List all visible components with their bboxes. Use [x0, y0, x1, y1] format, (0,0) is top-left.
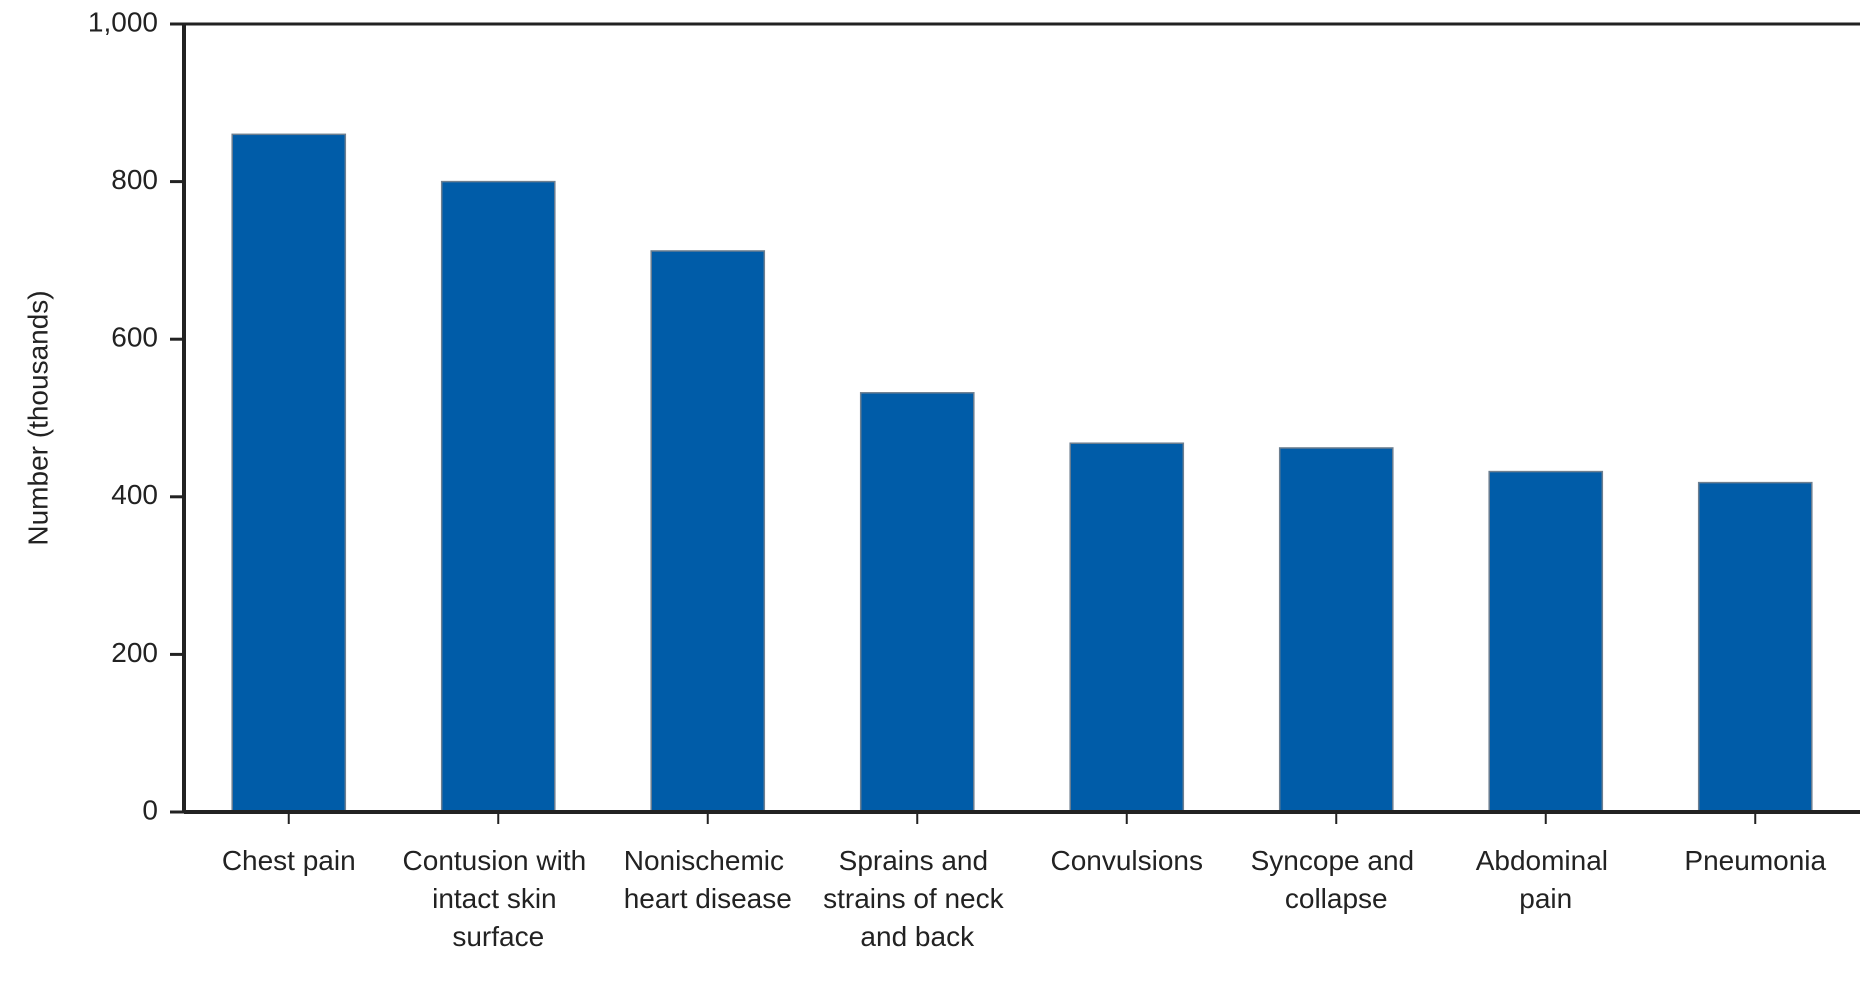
y-tick-label: 200: [111, 637, 158, 668]
bar: [859, 392, 975, 813]
x-tick-label: Nonischemic heart disease: [624, 845, 792, 914]
bar: [1278, 447, 1394, 813]
y-tick-label: 1,000: [88, 6, 158, 37]
bar: [440, 180, 556, 813]
x-tick-label: Sprains and strains of neck and back: [823, 845, 1011, 952]
x-tick-label: Abdominal pain: [1476, 845, 1616, 914]
x-tick-label: Syncope and collapse: [1251, 845, 1422, 914]
x-tick-label: Pneumonia: [1684, 845, 1826, 876]
x-tick-label: Contusion with intact skin surface: [403, 845, 594, 952]
bar: [231, 133, 347, 813]
bar: [1488, 470, 1604, 813]
y-tick-label: 600: [111, 322, 158, 353]
y-axis-label: Number (thousands): [22, 290, 53, 545]
y-tick-label: 800: [111, 164, 158, 195]
x-tick-label: Chest pain: [222, 845, 356, 876]
bar: [1069, 442, 1185, 813]
bar: [650, 250, 766, 813]
x-tick-label: Convulsions: [1050, 845, 1203, 876]
y-tick-label: 400: [111, 479, 158, 510]
bar: [1697, 481, 1813, 813]
y-tick-label: 0: [142, 794, 158, 825]
